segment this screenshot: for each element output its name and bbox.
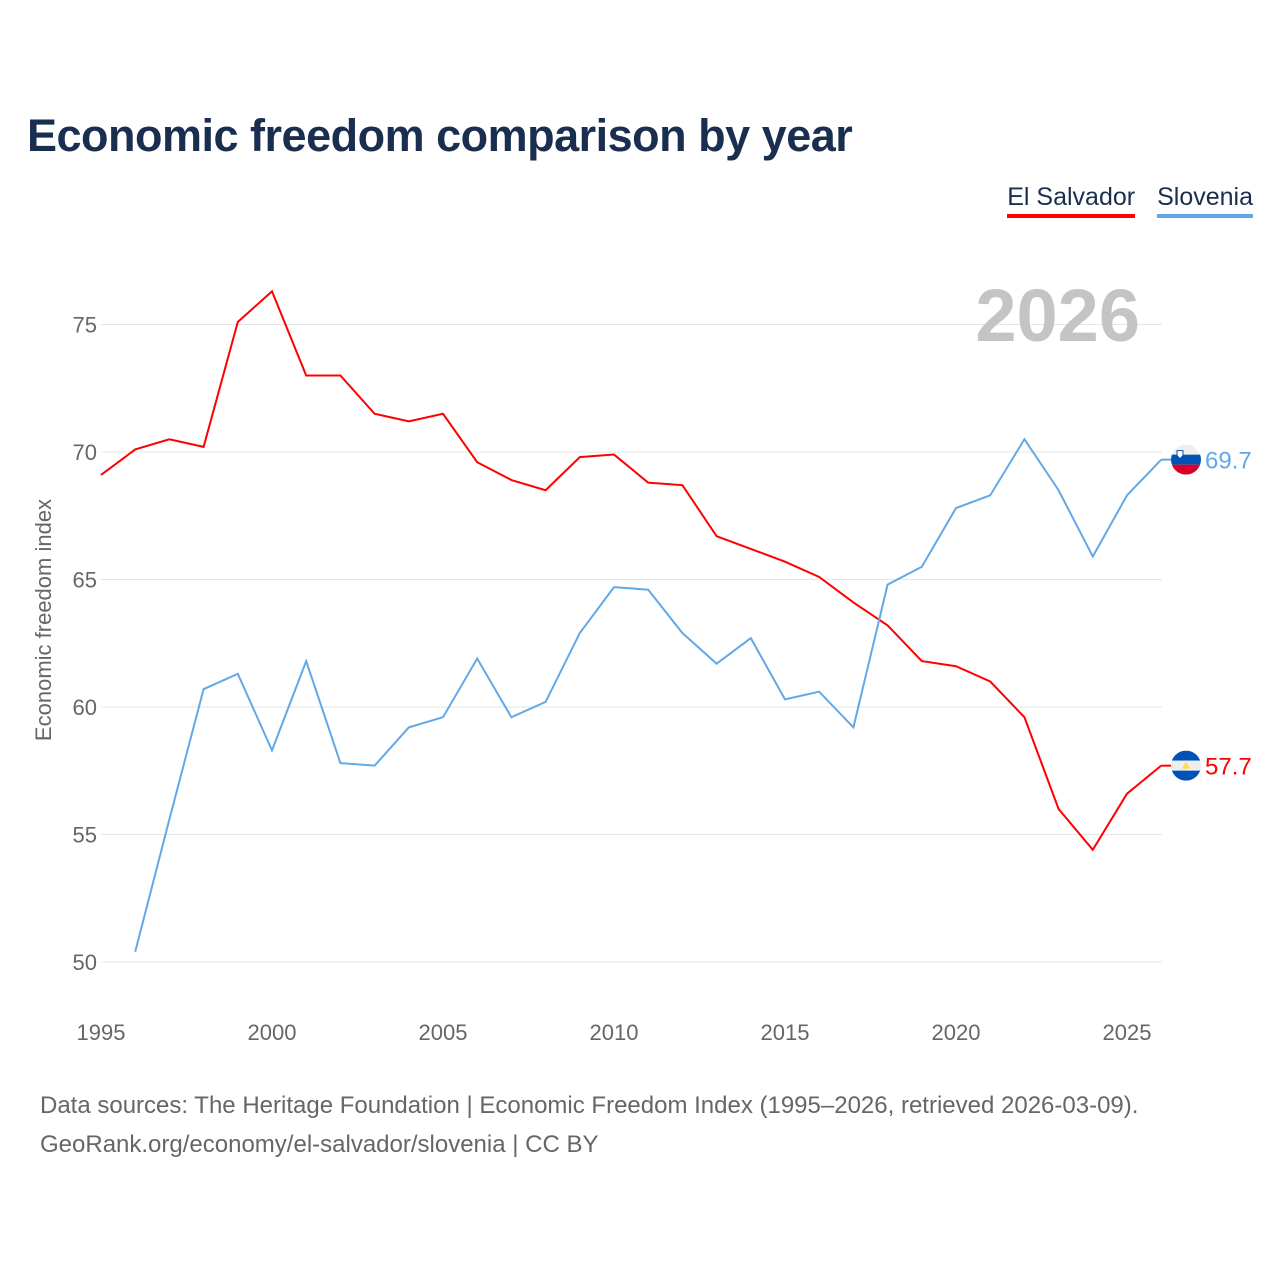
y-tick-label: 55	[73, 823, 97, 848]
x-tick-label: 2010	[590, 1020, 639, 1045]
legend-item-el-salvador[interactable]: El Salvador	[1007, 183, 1136, 218]
y-tick-label: 70	[73, 440, 97, 465]
x-tick-label: 2020	[932, 1020, 981, 1045]
series-line-el-salvador	[100, 289, 1162, 852]
end-value-label: 69.7	[1205, 448, 1252, 475]
y-tick-label: 75	[73, 313, 97, 338]
source-text: Data sources: The Heritage Foundation | …	[40, 1092, 1139, 1119]
y-axis-label: Economic freedom index	[31, 499, 56, 741]
legend: El Salvador Slovenia	[1007, 183, 1253, 218]
x-tick-label: 2000	[248, 1020, 297, 1045]
year-watermark: 2026	[975, 274, 1140, 357]
x-tick-label: 2015	[761, 1020, 810, 1045]
y-tick-label: 60	[73, 695, 97, 720]
x-tick-label: 1995	[77, 1020, 126, 1045]
series-line-slovenia	[134, 437, 1162, 953]
chart-title: Economic freedom comparison by year	[27, 110, 853, 161]
slovenia-flag-icon	[1171, 444, 1201, 475]
y-tick-label: 50	[73, 950, 97, 975]
end-value-label: 57.7	[1205, 754, 1252, 781]
x-tick-label: 2025	[1103, 1020, 1152, 1045]
el-salvador-flag-icon	[1171, 750, 1201, 781]
source-link[interactable]: GeoRank.org/economy/el-salvador/slovenia…	[40, 1131, 599, 1158]
footer: Data sources: The Heritage Foundation | …	[40, 1086, 1138, 1164]
legend-item-slovenia[interactable]: Slovenia	[1157, 183, 1253, 218]
x-tick-label: 2005	[419, 1020, 468, 1045]
y-tick-label: 65	[73, 568, 97, 593]
